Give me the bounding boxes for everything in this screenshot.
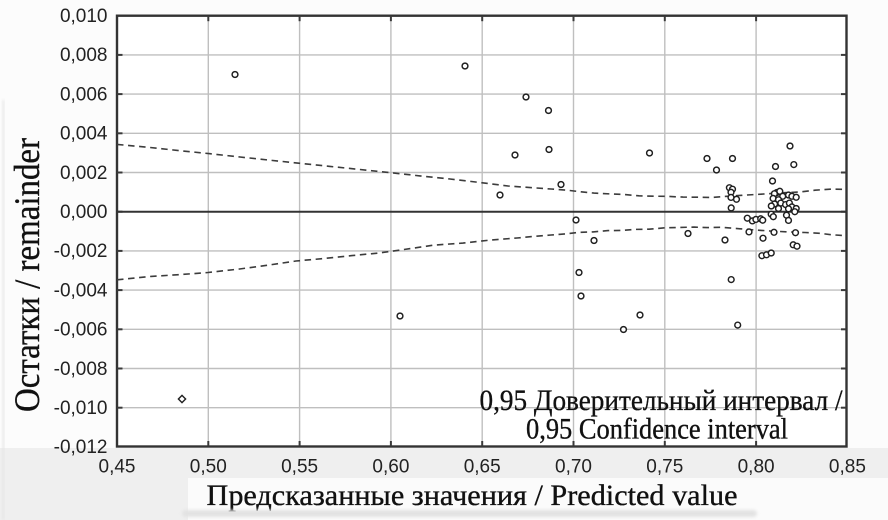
svg-text:-0,010: -0,010 [54, 398, 108, 419]
svg-text:-0,012: -0,012 [54, 437, 108, 458]
svg-text:0,85: 0,85 [829, 457, 866, 478]
svg-text:0,006: 0,006 [60, 84, 108, 105]
svg-text:0,004: 0,004 [60, 124, 108, 145]
svg-text:0,80: 0,80 [738, 457, 775, 478]
svg-text:0,000: 0,000 [60, 202, 108, 223]
svg-text:-0,008: -0,008 [54, 359, 108, 380]
svg-text:0,70: 0,70 [555, 457, 592, 478]
svg-text:Предсказанные значения / Predi: Предсказанные значения / Predicted value [207, 479, 738, 512]
svg-text:-0,002: -0,002 [54, 241, 108, 262]
svg-text:Остатки / remainder: Остатки / remainder [7, 138, 47, 412]
svg-text:0,008: 0,008 [60, 45, 108, 66]
svg-text:0,010: 0,010 [60, 6, 108, 27]
svg-text:0,95 Confidence interval: 0,95 Confidence interval [526, 413, 788, 446]
svg-text:0,95 Доверительный интервал /: 0,95 Доверительный интервал / [480, 384, 844, 417]
svg-text:0,75: 0,75 [646, 457, 683, 478]
svg-text:0,55: 0,55 [281, 457, 318, 478]
svg-text:0,65: 0,65 [464, 457, 501, 478]
svg-text:0,50: 0,50 [190, 457, 227, 478]
svg-text:0,002: 0,002 [60, 163, 108, 184]
svg-text:-0,004: -0,004 [54, 280, 108, 301]
svg-text:0,60: 0,60 [372, 457, 409, 478]
svg-text:0,45: 0,45 [99, 457, 136, 478]
svg-text:-0,006: -0,006 [54, 320, 108, 341]
